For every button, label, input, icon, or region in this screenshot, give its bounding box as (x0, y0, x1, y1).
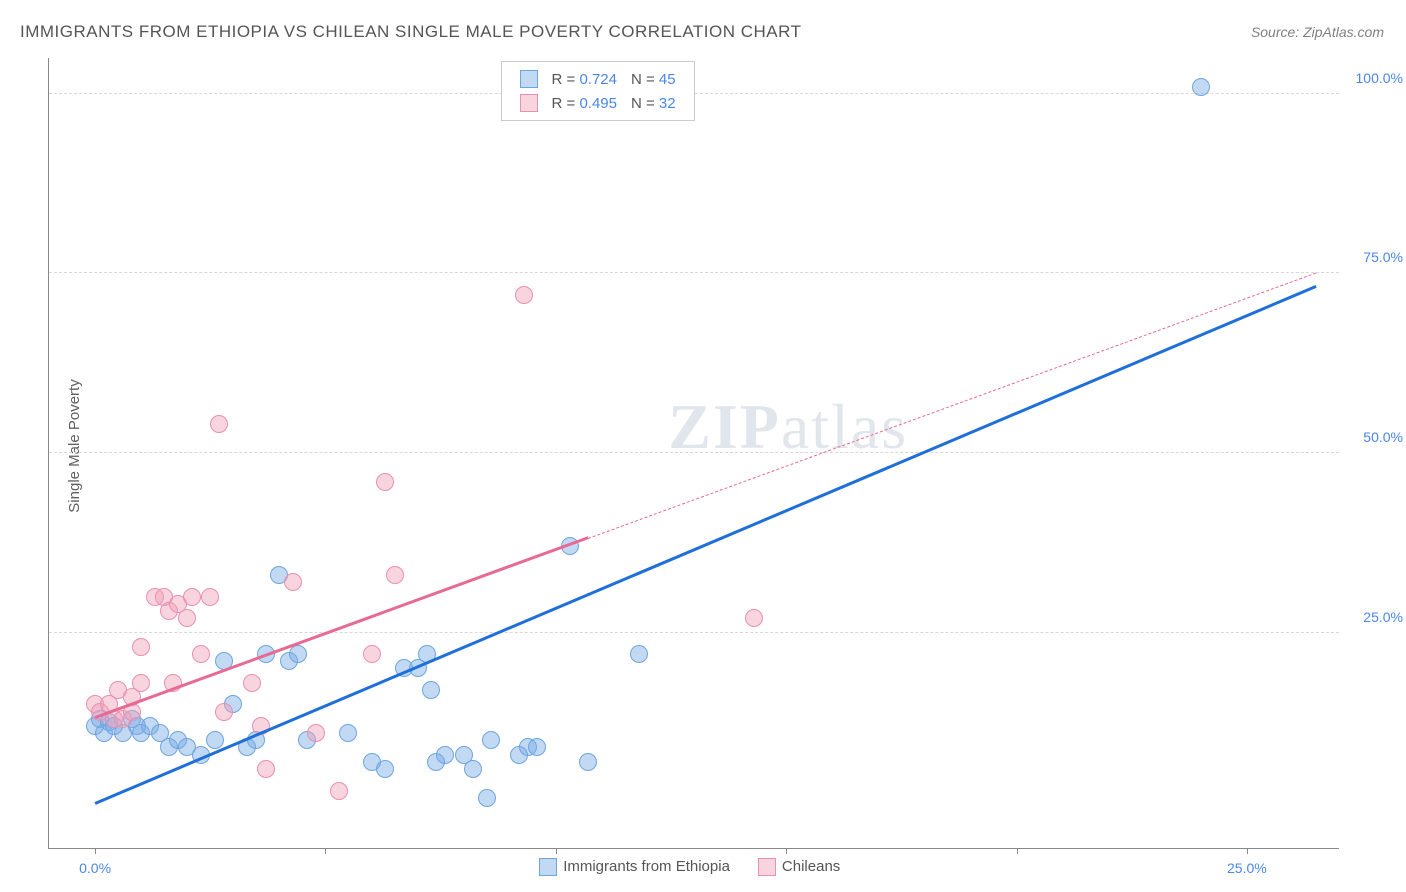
trend-line (95, 285, 1317, 804)
x-tick (95, 848, 96, 854)
scatter-point (201, 588, 219, 606)
legend-label: Chileans (782, 858, 840, 875)
trend-line (95, 537, 589, 719)
legend-swatch (758, 858, 776, 876)
y-tick-label: 100.0% (1356, 70, 1403, 86)
scatter-plot: ZIPatlas 25.0%50.0%75.0%100.0%0.0%25.0%R… (48, 58, 1339, 849)
scatter-point (307, 724, 325, 742)
scatter-point (206, 731, 224, 749)
trend-line (588, 273, 1316, 539)
legend-item: Immigrants from Ethiopia (539, 858, 730, 875)
gridline (49, 632, 1339, 633)
y-tick-label: 50.0% (1363, 429, 1403, 445)
scatter-point (376, 760, 394, 778)
scatter-point (515, 286, 533, 304)
x-tick-label: 0.0% (79, 860, 111, 876)
scatter-point (192, 645, 210, 663)
gridline (49, 272, 1339, 273)
scatter-point (482, 731, 500, 749)
source-label: Source: ZipAtlas.com (1251, 24, 1384, 40)
scatter-point (243, 674, 261, 692)
scatter-point (436, 746, 454, 764)
x-tick (1247, 848, 1248, 854)
x-tick (786, 848, 787, 854)
x-tick (325, 848, 326, 854)
scatter-point (478, 789, 496, 807)
scatter-point (257, 760, 275, 778)
scatter-point (178, 609, 196, 627)
gridline (49, 452, 1339, 453)
stat-n-label: N = 32 (625, 92, 682, 114)
scatter-point (630, 645, 648, 663)
scatter-point (215, 703, 233, 721)
stat-n-label: N = 45 (625, 68, 682, 90)
scatter-point (289, 645, 307, 663)
scatter-point (422, 681, 440, 699)
legend-swatch (539, 858, 557, 876)
x-tick (556, 848, 557, 854)
y-tick-label: 75.0% (1363, 249, 1403, 265)
legend-label: Immigrants from Ethiopia (563, 858, 730, 875)
scatter-point (132, 674, 150, 692)
scatter-point (376, 473, 394, 491)
y-tick-label: 25.0% (1363, 609, 1403, 625)
stats-legend-box: R = 0.724N = 45R = 0.495N = 32 (501, 61, 695, 121)
scatter-point (464, 760, 482, 778)
series-legend: Immigrants from Ethiopia Chileans (539, 858, 868, 876)
chart-title: IMMIGRANTS FROM ETHIOPIA VS CHILEAN SING… (20, 22, 802, 42)
scatter-point (386, 566, 404, 584)
scatter-point (210, 415, 228, 433)
legend-swatch (520, 70, 538, 88)
legend-item: Chileans (758, 858, 840, 875)
stat-r-label: R = 0.724 (546, 68, 623, 90)
scatter-point (183, 588, 201, 606)
x-tick-label: 25.0% (1227, 860, 1267, 876)
scatter-point (528, 738, 546, 756)
stat-r-label: R = 0.495 (546, 92, 623, 114)
x-tick (1017, 848, 1018, 854)
scatter-point (330, 782, 348, 800)
scatter-point (284, 573, 302, 591)
scatter-point (363, 645, 381, 663)
legend-swatch (520, 94, 538, 112)
scatter-point (339, 724, 357, 742)
scatter-point (745, 609, 763, 627)
scatter-point (132, 638, 150, 656)
scatter-point (1192, 78, 1210, 96)
scatter-point (579, 753, 597, 771)
